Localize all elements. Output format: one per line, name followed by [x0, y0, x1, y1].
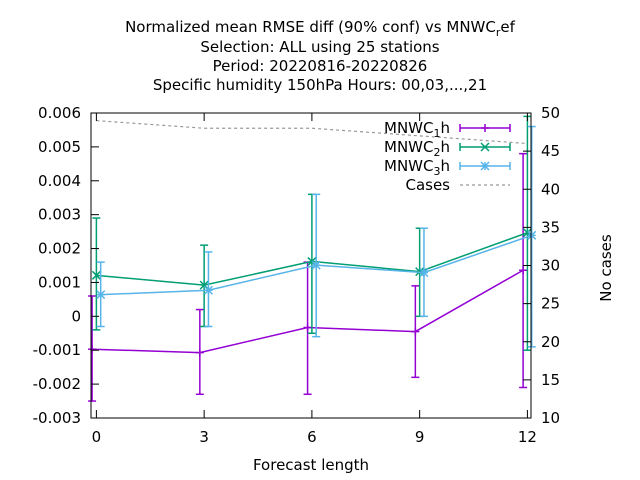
y-tick-label: 0.002	[38, 240, 81, 258]
series-2	[91, 115, 532, 351]
plot-border	[90, 112, 532, 419]
y2-tick-label: 25	[541, 295, 560, 313]
x-tick-label: 9	[415, 428, 425, 446]
y2-tick-label: 40	[541, 180, 560, 198]
y-tick-label: 0.003	[38, 206, 81, 224]
x-axis-label: Forecast length	[253, 456, 369, 474]
y2-tick-label: 50	[541, 104, 560, 122]
y2-tick-label: 30	[541, 257, 560, 275]
y2-tick-label: 10	[541, 409, 560, 427]
legend-label: MNWC3h	[384, 157, 450, 178]
y-tick-label: 0.006	[38, 104, 81, 122]
legend-swatch	[459, 124, 511, 132]
y-tick-label: 0.001	[38, 273, 81, 291]
error-bar	[92, 217, 101, 331]
legend-label: Cases	[405, 176, 450, 194]
y-tick-label: 0.004	[38, 172, 81, 190]
data-point	[96, 290, 106, 300]
y2-tick-label: 35	[541, 218, 560, 236]
data-point	[481, 124, 489, 132]
legend-swatch	[459, 161, 511, 171]
x-tick-label: 3	[199, 428, 209, 446]
y2-axis-label: No cases	[597, 234, 615, 302]
data-point	[480, 142, 490, 152]
data-point	[411, 327, 420, 336]
x-tick-label: 6	[307, 428, 317, 446]
cases-line	[96, 120, 528, 145]
series-layer	[88, 115, 537, 402]
y2-tick-label: 45	[541, 142, 560, 160]
data-point	[203, 285, 213, 295]
y-tick-label: -0.002	[33, 375, 81, 393]
data-point	[91, 270, 101, 280]
series-1	[88, 152, 528, 402]
y2-tick-label: 15	[541, 371, 560, 389]
title-line-1: Normalized mean RMSE diff (90% conf) vs …	[125, 18, 516, 39]
title-line-4: Specific humidity 150hPa Hours: 00,03,..…	[153, 76, 487, 94]
y2-tick-label: 20	[541, 333, 560, 351]
series-3	[96, 125, 537, 348]
chart-title: Normalized mean RMSE diff (90% conf) vs …	[125, 18, 516, 94]
title-line-2: Selection: ALL using 25 stations	[200, 38, 439, 56]
y-tick-label: 0.005	[38, 138, 81, 156]
data-point	[519, 266, 528, 275]
y-tick-label: -0.003	[33, 409, 81, 427]
data-point	[88, 345, 97, 354]
data-point	[419, 268, 429, 278]
y-tick-label: -0.001	[33, 341, 81, 359]
legend-label: MNWC1h	[384, 119, 450, 140]
data-point	[311, 260, 321, 270]
data-point	[303, 323, 312, 332]
y-tick-label: 0	[71, 307, 81, 325]
title-line-3: Period: 20220816-20220826	[213, 57, 428, 75]
data-point	[195, 348, 204, 357]
legend-label: MNWC2h	[384, 138, 450, 159]
x-tick-label: 0	[92, 428, 102, 446]
data-point	[480, 161, 490, 171]
legend-swatch	[459, 142, 511, 152]
axis-layer: -0.003 -0.002 -0.001 0 0.001 0.002 0.003 0.004 0…	[33, 104, 560, 446]
data-point	[527, 230, 537, 240]
x-tick-label: 12	[518, 428, 537, 446]
